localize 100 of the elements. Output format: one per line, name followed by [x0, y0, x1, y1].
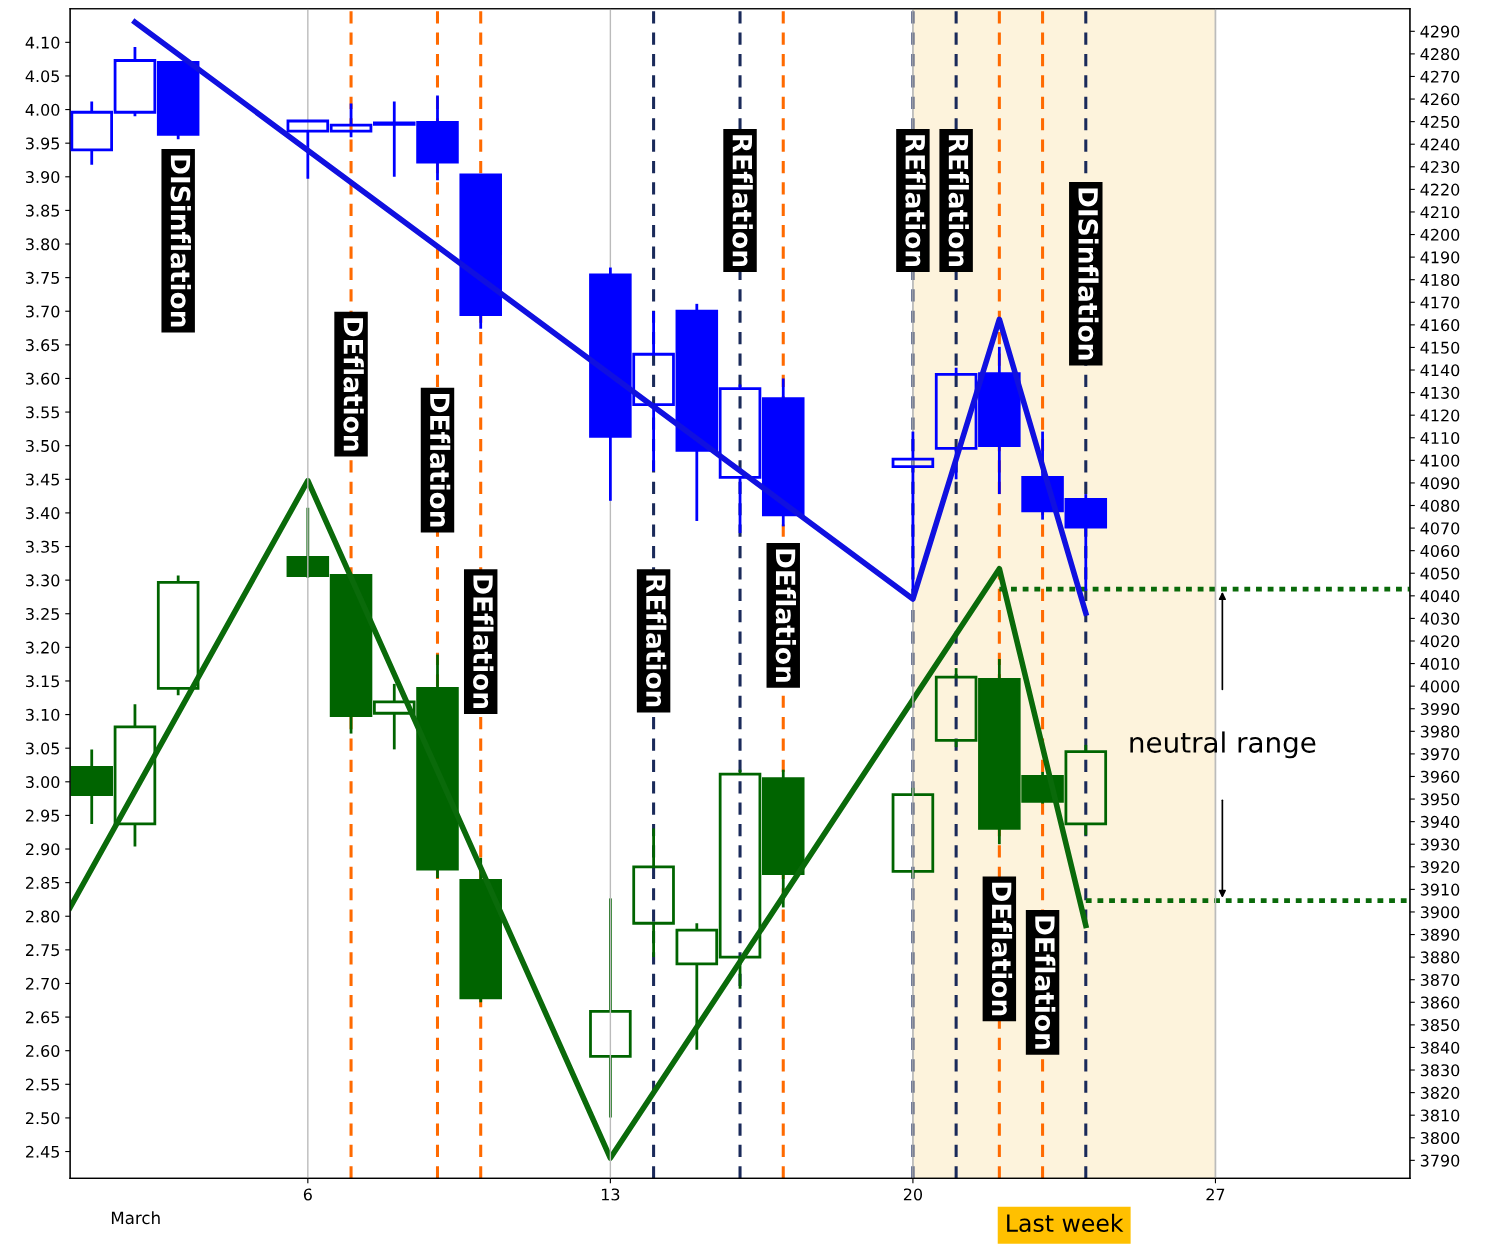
- y-tick-label: 2.65: [26, 1011, 60, 1024]
- y-tick-label: 3.75: [26, 271, 60, 284]
- y2-tick-label: 4240: [1420, 138, 1460, 151]
- y2-tick-label: 4250: [1420, 115, 1460, 128]
- y2-tick-label: 4230: [1420, 161, 1460, 174]
- x-tick-label: 20: [903, 1188, 923, 1201]
- y2-tick-label: 3970: [1420, 748, 1460, 761]
- annotation: neutral range: [1130, 731, 1316, 759]
- x-tick-label: 27: [1206, 1188, 1225, 1201]
- y-tick-label: 2.75: [26, 944, 60, 957]
- y-tick-label: 2.85: [26, 876, 60, 889]
- y2-tick-label: 3990: [1420, 702, 1460, 716]
- y2-tick-label: 4210: [1420, 206, 1460, 219]
- y2-tick-label: 4110: [1420, 431, 1460, 445]
- annotation: REflation: [905, 135, 926, 267]
- y2-tick-label: 3810: [1420, 1109, 1460, 1122]
- y2-tick-label: 4260: [1420, 93, 1460, 106]
- y2-tick-label: 3950: [1420, 793, 1460, 806]
- y-tick-label: 2.70: [26, 977, 60, 990]
- y-tick-label: 3.70: [26, 305, 60, 318]
- y2-tick-label: 4150: [1420, 341, 1460, 354]
- y-tick-label: 3.10: [26, 708, 60, 721]
- y2-tick-label: 3800: [1420, 1131, 1460, 1145]
- y2-tick-label: 4180: [1420, 273, 1460, 286]
- y2-tick-label: 3820: [1420, 1086, 1460, 1099]
- y2-tick-label: 4060: [1420, 544, 1460, 557]
- y2-tick-label: 3930: [1420, 838, 1460, 851]
- y-tick-label: 3.60: [26, 372, 60, 385]
- x-tick-label: 6: [303, 1188, 312, 1201]
- y2-tick-label: 3920: [1420, 861, 1460, 874]
- annotation: DEflation: [991, 882, 1013, 1016]
- annotation: DISinflation: [1078, 188, 1099, 360]
- annotation: DEflation: [343, 318, 364, 451]
- y2-tick-label: 3830: [1420, 1064, 1460, 1077]
- y-tick-label: 2.55: [26, 1078, 60, 1091]
- y2-tick-label: 3910: [1420, 883, 1460, 896]
- y2-tick-label: 4090: [1420, 477, 1460, 490]
- y-tick-label: 3.85: [26, 204, 60, 217]
- y2-tick-label: 3880: [1420, 951, 1460, 964]
- annotation: DEflation: [1034, 916, 1056, 1049]
- y2-tick-label: 4160: [1420, 319, 1460, 332]
- y2-tick-label: 4040: [1420, 590, 1460, 603]
- annotation: REflation: [732, 135, 753, 267]
- y2-tick-label: 3840: [1420, 1041, 1460, 1054]
- y2-tick-label: 4270: [1420, 70, 1460, 83]
- y-tick-label: 4.05: [25, 70, 60, 83]
- y-tick-label: 2.50: [26, 1112, 60, 1125]
- y2-tick-label: 4140: [1420, 364, 1460, 377]
- y-tick-label: 3.50: [26, 439, 60, 452]
- y-tick-label: 3.90: [26, 171, 60, 184]
- y-tick-label: 3.05: [26, 742, 60, 755]
- y2-tick-label: 4050: [1420, 567, 1460, 580]
- y-tick-label: 3.45: [26, 473, 60, 486]
- y-tick-label: 2.60: [26, 1044, 60, 1057]
- y-tick-label: 3.35: [26, 540, 60, 553]
- y2-tick-label: 4030: [1420, 612, 1460, 625]
- x-tick-label: 13: [601, 1188, 620, 1201]
- y-tick-label: 3.95: [26, 137, 60, 150]
- y-tick-label: 2.80: [26, 910, 60, 923]
- y2-tick-label: 4120: [1420, 409, 1460, 422]
- y-tick-label: 2.45: [26, 1145, 60, 1158]
- y-tick-label: 3.20: [26, 641, 60, 654]
- y2-tick-label: 4190: [1420, 251, 1460, 264]
- annotation: REflation: [645, 575, 667, 707]
- y2-tick-label: 4130: [1420, 386, 1460, 399]
- candlestick: [632, 827, 675, 959]
- y2-tick-label: 4280: [1420, 48, 1460, 61]
- annotation: DEflation: [775, 549, 797, 682]
- y2-tick-label: 3890: [1420, 928, 1460, 941]
- y2-tick-label: 3980: [1420, 725, 1460, 738]
- y2-tick-label: 4070: [1420, 522, 1460, 535]
- y-tick-label: 3.80: [26, 238, 60, 251]
- annotation: DISinflation: [170, 155, 191, 327]
- y-tick-label: 4.10: [25, 36, 60, 49]
- y2-tick-label: 4000: [1420, 680, 1460, 693]
- y2-tick-label: 3790: [1420, 1154, 1460, 1167]
- y-tick-label: 2.90: [26, 843, 60, 856]
- y2-tick-label: 3900: [1420, 906, 1460, 919]
- y2-tick-label: 3860: [1420, 996, 1460, 1009]
- y2-tick-label: 4290: [1420, 25, 1460, 38]
- y2-tick-label: 4220: [1420, 183, 1460, 196]
- y2-tick-label: 4200: [1420, 228, 1460, 241]
- y2-tick-label: 3870: [1420, 973, 1460, 986]
- y-tick-label: 3.30: [26, 574, 60, 587]
- y2-tick-label: 3850: [1420, 1019, 1460, 1032]
- y-tick-label: 3.40: [26, 507, 60, 520]
- y-tick-label: 3.25: [26, 607, 60, 621]
- y2-tick-label: 4020: [1420, 635, 1460, 648]
- annotation: DEflation: [429, 394, 451, 527]
- y-tick-label: 3.55: [26, 406, 60, 419]
- candlestick: [589, 897, 632, 1119]
- y-tick-label: 3.00: [26, 776, 60, 789]
- y2-tick-label: 3960: [1420, 770, 1460, 783]
- y2-tick-label: 4080: [1420, 499, 1460, 512]
- y-tick-label: 4.00: [25, 103, 60, 116]
- annotation: DEflation: [473, 575, 494, 708]
- text: March: [111, 1211, 160, 1225]
- y2-tick-label: 4010: [1420, 657, 1460, 670]
- y2-tick-label: 3940: [1420, 815, 1460, 828]
- y-tick-label: 3.65: [26, 339, 60, 352]
